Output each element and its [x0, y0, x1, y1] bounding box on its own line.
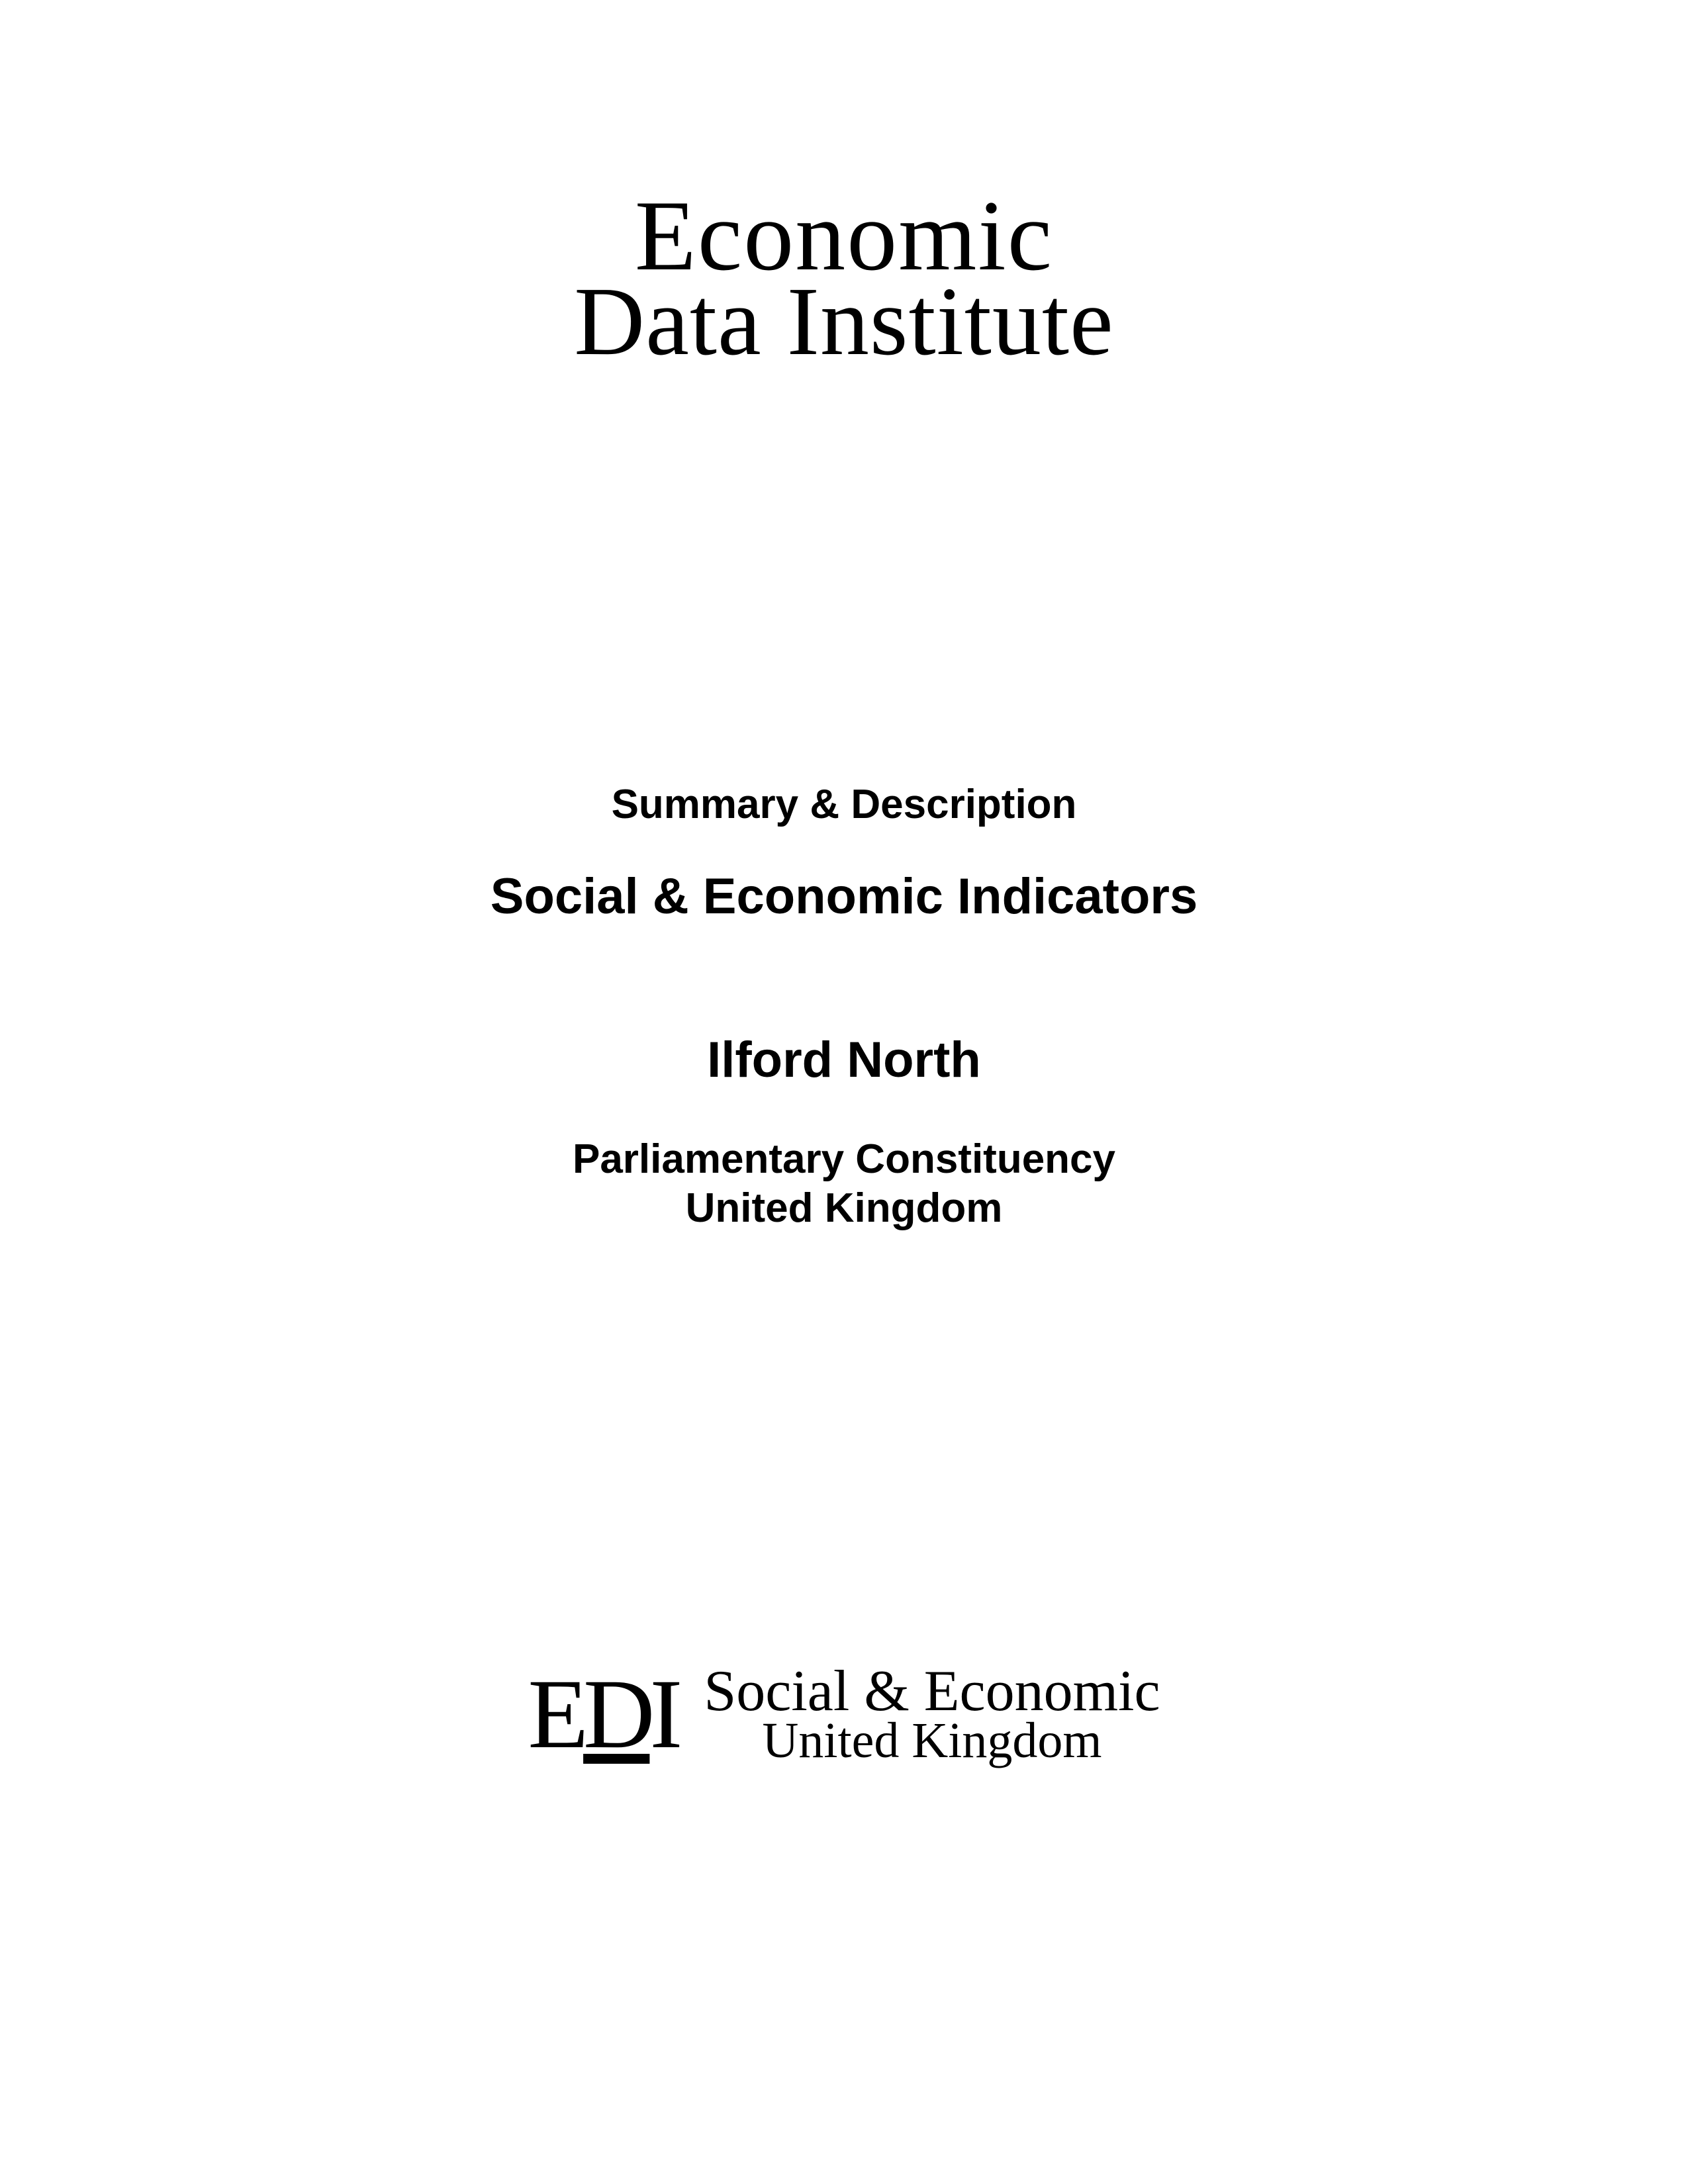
social-economic-heading: Social & Economic Indicators	[0, 868, 1688, 925]
summary-description-heading: Summary & Description	[0, 781, 1688, 828]
edi-social-economic-text: Social & Economic	[704, 1662, 1160, 1721]
logo-line-data-institute: Data Institute	[0, 273, 1688, 371]
constituency-line2: United Kingdom	[686, 1185, 1003, 1231]
edi-logo-text: Social & Economic United Kingdom	[704, 1662, 1160, 1766]
edi-letter-d: D	[583, 1659, 649, 1769]
constituency-line1: Parliamentary Constituency	[573, 1136, 1115, 1182]
edi-uk-text: United Kingdom	[704, 1715, 1160, 1766]
title-content-block: Summary & Description Social & Economic …	[0, 781, 1688, 1234]
institute-logo-top: Economic Data Institute	[0, 185, 1688, 371]
edi-logo-bottom: EDI Social & Economic United Kingdom	[0, 1657, 1688, 1771]
edi-letter-e: E	[528, 1659, 583, 1769]
edi-mark-icon: EDI	[528, 1657, 677, 1771]
location-heading: Ilford North	[0, 1031, 1688, 1089]
constituency-heading: Parliamentary Constituency United Kingdo…	[0, 1135, 1688, 1234]
edi-letter-i: I	[649, 1659, 677, 1769]
document-page: Economic Data Institute Summary & Descri…	[0, 0, 1688, 2184]
